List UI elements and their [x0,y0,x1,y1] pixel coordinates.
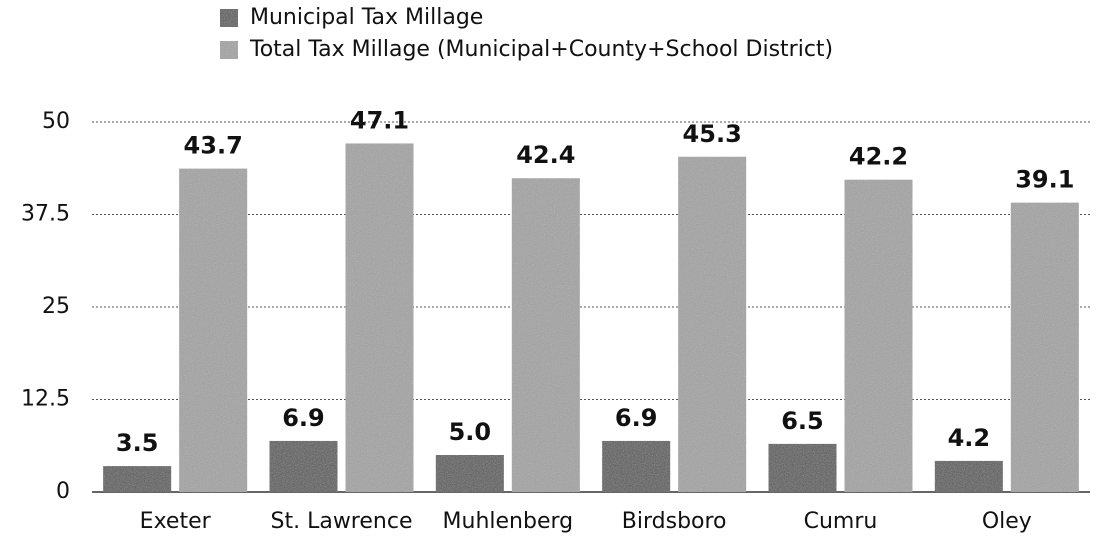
data-label: 6.5 [781,407,824,435]
x-tick-label: Birdsboro [622,509,727,534]
bar [768,443,837,492]
x-tick-label: Exeter [140,509,212,534]
data-label: 42.2 [849,143,908,171]
bar [435,455,504,492]
data-label: 45.3 [683,120,742,148]
bar [103,466,172,492]
legend-swatch [220,9,238,27]
data-label: 6.9 [615,404,658,432]
x-tick-label: Cumru [804,509,878,534]
y-tick-label: 0 [56,479,70,504]
bar [602,440,671,492]
bar [844,179,913,492]
y-tick-label: 12.5 [21,387,70,412]
bar [678,156,747,492]
data-label: 3.5 [116,429,159,457]
y-tick-label: 37.5 [21,202,70,227]
data-label: 6.9 [282,404,325,432]
data-label: 43.7 [184,132,243,160]
legend-label: Municipal Tax Millage [250,5,483,30]
x-tick-label: Muhlenberg [443,509,574,534]
legend-swatch [220,41,238,59]
bar [269,440,338,492]
x-tick-label: Oley [982,509,1032,534]
data-label: 39.1 [1015,166,1074,194]
data-label: 47.1 [350,106,409,134]
x-tick-label: St. Lawrence [271,509,413,534]
y-tick-label: 50 [42,109,70,134]
bar [345,143,414,492]
bar [934,460,1003,492]
y-tick-label: 25 [42,294,70,319]
bar [511,178,580,493]
data-label: 42.4 [516,141,575,169]
data-label: 4.2 [948,424,991,452]
data-label: 5.0 [449,418,492,446]
legend-label: Total Tax Millage (Municipal+County+Scho… [249,37,833,62]
bar [179,168,248,492]
bar [1010,202,1079,492]
